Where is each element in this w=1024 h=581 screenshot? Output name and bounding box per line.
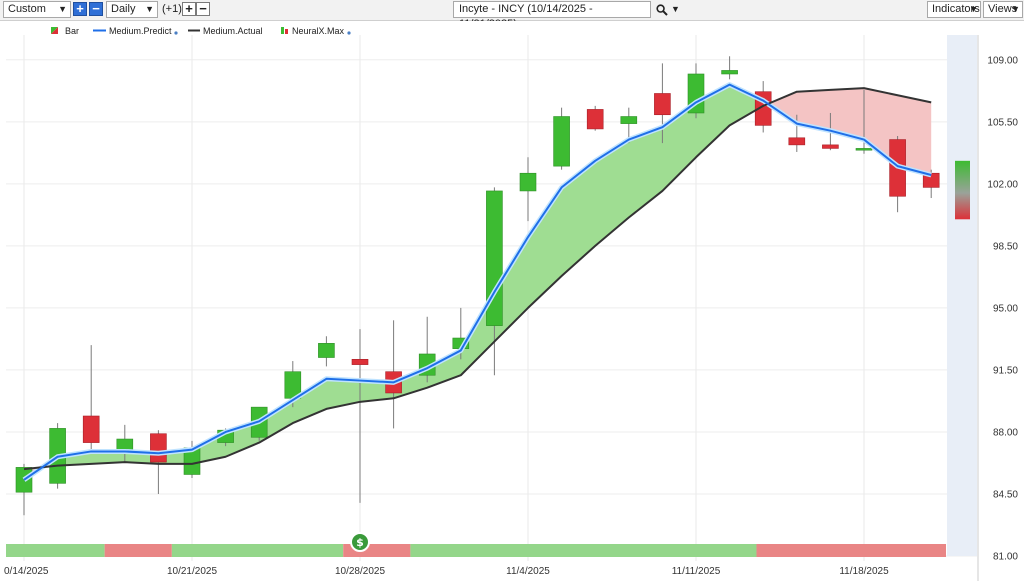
signal-band-bullish [410, 544, 757, 557]
offset-decrease-button[interactable]: − [196, 2, 210, 16]
chart-type-select[interactable]: Custom ▼ [3, 1, 71, 18]
neuralx-max-bar [955, 160, 970, 220]
date-tick-label: 10/21/2025 [167, 566, 217, 577]
price-tick-label: 88.00 [993, 427, 1018, 438]
settings-dot-icon[interactable] [347, 31, 351, 35]
candle-up [519, 172, 537, 192]
date-tick-label: 11/11/2025 [672, 566, 721, 577]
candle-up [486, 190, 503, 326]
medium-predict-line [23, 83, 932, 481]
bar-legend-icon-down [51, 27, 58, 34]
date-axis: 0/14/2025 10/21/2025 10/28/2025 11/4/2025 11… [4, 566, 889, 577]
zoom-in-button[interactable]: + [73, 2, 87, 16]
offset-increase-button[interactable]: + [182, 2, 196, 16]
forecast-strip [947, 35, 977, 556]
neuralx-legend-icon [281, 27, 284, 34]
indicators-label: Indicators [932, 3, 980, 15]
settings-dot-icon[interactable] [174, 31, 178, 35]
legend-label-medium-actual: Medium.Actual [203, 26, 263, 36]
candle-down [586, 109, 604, 130]
date-tick-label: 0/14/2025 [4, 566, 49, 577]
minus-icon: − [92, 1, 100, 16]
candle-up [116, 438, 134, 450]
candle-down [150, 433, 167, 463]
candle-down [788, 137, 806, 146]
date-tick-label: 11/4/2025 [506, 566, 550, 577]
minus-icon: − [199, 1, 207, 16]
date-tick-label: 10/28/2025 [335, 566, 385, 577]
price-tick-label: 105.50 [987, 117, 1018, 128]
signal-band-bearish [756, 544, 946, 557]
signal-band: $ [6, 532, 946, 557]
legend-item-medium-actual: Medium.Actual [188, 26, 263, 36]
interval-select[interactable]: Daily ▼ [106, 1, 158, 18]
bullish-fill [42, 84, 769, 468]
legend-label-medium-predict: Medium.Predict [109, 26, 172, 36]
toolbar: Custom ▼ + − Daily ▼ (+1) + − Incyte - I… [0, 0, 1024, 30]
legend-item-bar: Bar [51, 26, 79, 36]
legend-item-neuralx-max: NeuralX.Max [281, 26, 351, 36]
views-label: Views [988, 3, 1018, 15]
chevron-down-icon: ▼ [58, 4, 67, 14]
signal-band-bearish [104, 544, 172, 557]
price-tick-label: 102.00 [987, 179, 1018, 190]
price-tick-label: 81.00 [993, 552, 1018, 563]
dollar-signal-icon[interactable] [350, 532, 370, 552]
date-tick-label: 11/18/2025 [839, 566, 889, 577]
interval-offset: (+1) [162, 3, 182, 15]
price-tick-label: 95.00 [993, 303, 1018, 314]
candle-up [855, 148, 873, 151]
chart-type-value: Custom [8, 3, 46, 15]
price-axis: 109.00 105.50 102.00 98.50 95.00 91.50 88.00 84… [977, 35, 1018, 581]
search-dropdown-icon[interactable]: ▼ [671, 4, 680, 14]
legend-label-neuralx-max: NeuralX.Max [292, 26, 345, 36]
price-tick-label: 84.50 [993, 489, 1018, 500]
interval-value: Daily [111, 3, 136, 15]
symbol-title-field[interactable]: Incyte - INCY (10/14/2025 - 11/21/2025) [453, 1, 651, 30]
price-tick-label: 91.50 [993, 365, 1018, 376]
zoom-out-button[interactable]: − [89, 2, 103, 16]
plus-icon: + [76, 1, 84, 16]
search-icon[interactable] [656, 4, 668, 16]
candle-up [318, 343, 335, 358]
candle-down [654, 93, 671, 116]
chevron-down-icon: ▼ [145, 4, 154, 14]
candle-up [721, 70, 738, 75]
candles [15, 56, 940, 516]
medium-actual-line [23, 87, 932, 471]
legend-item-medium-predict: Medium.Predict [93, 26, 178, 36]
views-button[interactable]: Views ▼ [983, 1, 1023, 18]
candle-down [822, 144, 839, 149]
neuralx-max-signal [955, 160, 970, 220]
price-chart[interactable]: $ 109.00 105.50 102.00 98.50 95.00 91.50 88.00… [0, 21, 1024, 581]
plus-icon: + [185, 1, 193, 16]
legend-label-bar: Bar [65, 26, 79, 36]
signal-band-bullish [6, 544, 105, 557]
dollar-signal-label: $ [356, 536, 364, 549]
legend: Bar Medium.Predict Medium.Actual NeuralX… [51, 26, 351, 36]
price-tick-label: 109.00 [987, 55, 1018, 66]
chevron-down-icon: ▼ [969, 4, 978, 14]
indicators-button[interactable]: Indicators ▼ [927, 1, 981, 18]
candle-down [351, 358, 369, 365]
price-tick-label: 98.50 [993, 241, 1018, 252]
candle-up [553, 116, 570, 167]
neuralx-legend-icon-down [285, 29, 288, 34]
candle-up [620, 116, 638, 124]
candle-down [82, 415, 100, 443]
signal-band-bullish [171, 544, 344, 557]
chevron-down-icon: ▼ [1011, 4, 1020, 14]
